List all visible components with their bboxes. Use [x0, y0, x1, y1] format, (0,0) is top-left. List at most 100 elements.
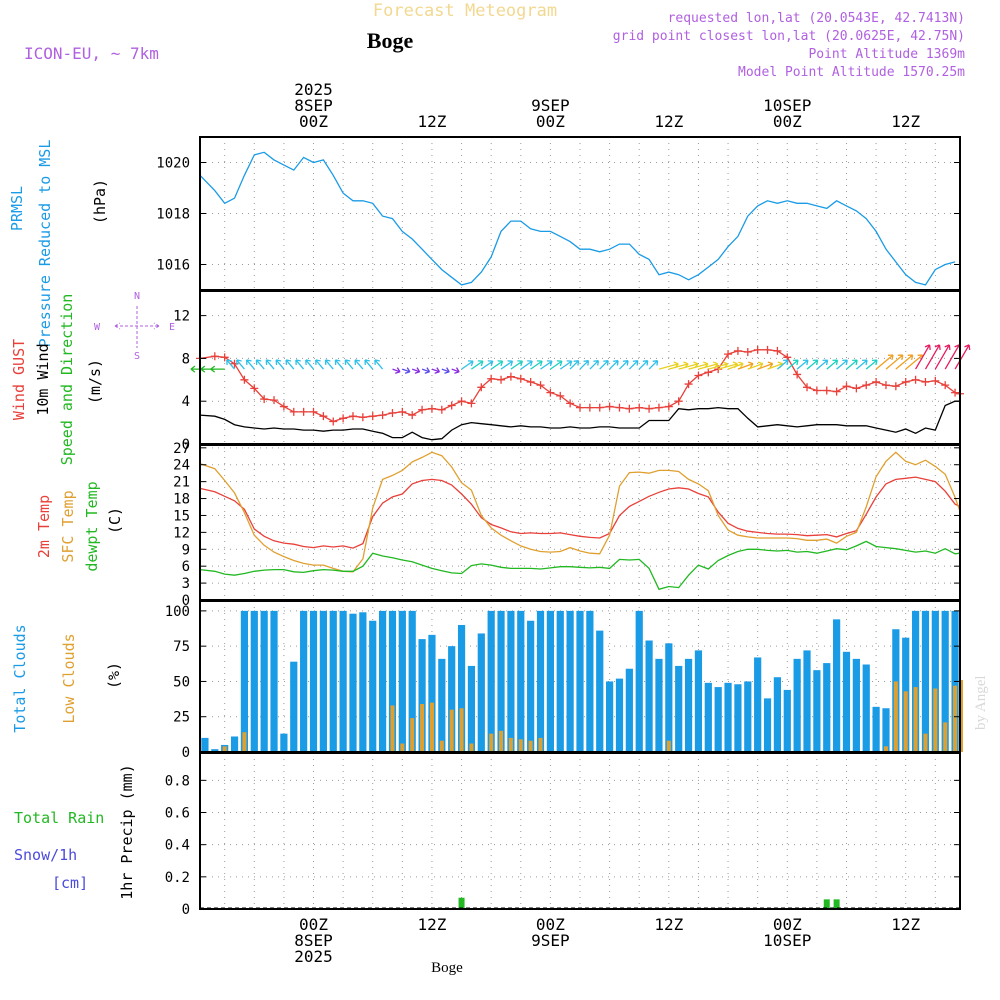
y-tick-label: 0: [182, 745, 190, 761]
wind-direction-arrow: [245, 359, 255, 370]
gust-marker: [497, 375, 506, 384]
gust-marker: [536, 381, 545, 390]
bar-total-clouds: [536, 610, 545, 752]
gust-marker: [773, 346, 782, 355]
bar-total-clouds: [773, 677, 782, 752]
gust-marker: [437, 405, 446, 414]
bar-total-clouds: [931, 610, 939, 752]
bar-total-rain: [833, 899, 840, 909]
gust-marker: [378, 411, 387, 420]
y-tick-label: 1016: [156, 258, 190, 274]
gust-marker: [724, 350, 733, 359]
bar-total-rain: [823, 899, 830, 909]
bar-low-clouds: [222, 746, 227, 752]
bar-total-clouds: [211, 749, 219, 752]
wind-direction-arrow: [285, 359, 295, 370]
gust-marker: [487, 374, 496, 383]
bar-total-clouds: [862, 664, 870, 752]
wind-direction-arrow: [806, 359, 819, 370]
bar-low-clouds: [439, 740, 444, 752]
bar-total-clouds: [803, 650, 811, 752]
bar-total-clouds: [684, 658, 693, 752]
wind-direction-arrow: [737, 361, 754, 370]
gust-marker: [250, 384, 259, 393]
y-tick-label: 25: [173, 710, 190, 726]
bar-low-clouds: [400, 743, 405, 752]
gust-marker: [408, 411, 417, 420]
series-line-gust: [199, 349, 961, 423]
y-tick-label: 8: [182, 351, 190, 367]
bar-total-clouds: [744, 681, 752, 752]
bar-total-clouds: [507, 610, 515, 752]
gust-marker: [615, 403, 624, 412]
gust-marker: [803, 383, 812, 392]
gust-marker: [654, 403, 663, 412]
wind-direction-arrow: [865, 359, 878, 370]
gust-marker: [852, 384, 861, 393]
bar-total-clouds: [793, 658, 801, 752]
y-tick-label: 0: [182, 902, 190, 918]
bar-total-clouds: [606, 681, 614, 752]
wind-direction-arrow: [786, 359, 799, 370]
bar-low-clouds: [538, 737, 543, 752]
location-title: Boge: [367, 28, 414, 53]
wind-direction-arrow: [776, 359, 789, 370]
bar-low-clouds: [528, 740, 533, 752]
model-altitude: Model Point Altitude 1570.25m: [738, 65, 965, 80]
wind-direction-arrow: [431, 367, 441, 374]
wind-direction-arrow: [305, 359, 314, 370]
gust-marker: [358, 413, 367, 422]
bar-total-clouds: [497, 610, 505, 752]
bar-total-clouds: [694, 650, 703, 752]
wind-direction-arrow: [490, 360, 504, 370]
gust-marker: [576, 403, 584, 412]
top-time-label: 00Z: [299, 112, 328, 131]
bar-total-clouds: [270, 610, 278, 752]
gust-marker: [812, 386, 821, 395]
wind-direction-arrow: [846, 359, 858, 370]
bar-total-clouds: [329, 610, 337, 752]
y-tick-label: 12: [173, 525, 190, 541]
bar-total-clouds: [645, 640, 653, 752]
bar-total-clouds: [576, 610, 584, 752]
bar-total-clouds: [852, 658, 860, 752]
top-time-label: 9SEP: [531, 96, 570, 115]
wind-direction-arrow: [324, 359, 334, 370]
compass-n: N: [134, 291, 140, 302]
top-time-label: 12Z: [654, 112, 683, 131]
bar-total-clouds: [448, 646, 456, 752]
gust-marker: [566, 399, 575, 408]
gust-marker: [309, 407, 318, 416]
gust-marker: [704, 368, 713, 377]
bar-low-clouds: [923, 733, 928, 752]
gust-marker: [348, 412, 357, 421]
wind-direction-arrow: [757, 361, 774, 370]
wind-direction-arrow: [648, 359, 659, 370]
bar-total-clouds: [230, 736, 239, 752]
wind-direction-arrow: [569, 359, 580, 370]
y-tick-label: 9: [182, 542, 190, 558]
top-time-label: 12Z: [417, 112, 446, 131]
bar-total-clouds: [941, 610, 949, 752]
bar-total-clouds: [665, 643, 673, 752]
wind-direction-arrow: [500, 360, 514, 370]
y-tick-label: 50: [173, 674, 190, 690]
wind-direction-arrow: [344, 359, 354, 370]
wind-direction-arrow: [451, 367, 460, 374]
bar-low-clouds: [943, 722, 948, 752]
wind-direction-arrow: [796, 359, 809, 370]
label-wind-gust: Wind GUST: [10, 339, 28, 420]
wind-direction-arrow: [540, 360, 553, 370]
bar-total-clouds: [882, 708, 890, 752]
gridpoint-coordinates: grid point closest lon,lat (20.0625E, 42…: [613, 29, 965, 44]
compass-e: E: [169, 322, 175, 333]
series-line-sfc-temp: [199, 451, 961, 573]
gust-marker: [832, 387, 841, 396]
gust-marker: [220, 353, 229, 362]
wind-direction-arrow: [836, 359, 848, 370]
wind-direction-arrow: [392, 367, 401, 374]
series-line-wind10m: [199, 400, 960, 441]
bar-low-clouds: [449, 709, 454, 752]
bar-total-clouds: [724, 682, 732, 752]
